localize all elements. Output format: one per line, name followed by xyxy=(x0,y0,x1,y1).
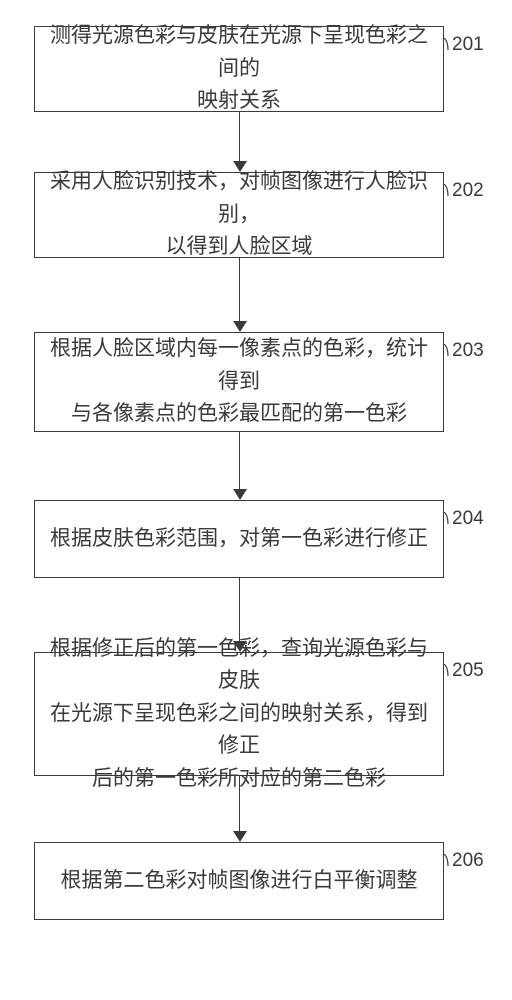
flow-node-3-label-connector xyxy=(444,344,454,358)
flow-arrow-2-3-line xyxy=(239,258,240,321)
flow-arrow-3-4-head xyxy=(233,489,247,500)
flow-node-2-label-connector xyxy=(444,184,454,198)
flow-node-4: 根据皮肤色彩范围，对第一色彩进行修正 xyxy=(34,500,444,578)
flow-node-6: 根据第二色彩对帧图像进行白平衡调整 xyxy=(34,842,444,920)
flow-node-4-label: 204 xyxy=(452,508,484,530)
flow-arrow-3-4-line xyxy=(239,432,240,489)
flow-node-5-text: 根据修正后的第一色彩，查询光源色彩与皮肤 在光源下呈现色彩之间的映射关系，得到修… xyxy=(49,633,429,796)
flow-arrow-1-2-line xyxy=(239,112,240,161)
flow-arrow-5-6-head xyxy=(233,831,247,842)
flow-arrow-5-6-line xyxy=(239,776,240,831)
flowchart-canvas: { "flowchart": { "type": "flowchart", "b… xyxy=(0,0,512,1000)
flow-node-3: 根据人脸区域内每一像素点的色彩，统计得到 与各像素点的色彩最匹配的第一色彩 xyxy=(34,332,444,432)
flow-node-1-label: 201 xyxy=(452,34,484,56)
flow-node-3-text: 根据人脸区域内每一像素点的色彩，统计得到 与各像素点的色彩最匹配的第一色彩 xyxy=(49,333,429,431)
flow-node-4-label-connector xyxy=(444,512,454,526)
flow-node-1-text: 测得光源色彩与皮肤在光源下呈现色彩之间的 映射关系 xyxy=(49,20,429,118)
flow-node-2: 采用人脸识别技术，对帧图像进行人脸识别， 以得到人脸区域 xyxy=(34,172,444,258)
flow-node-6-label-connector xyxy=(444,854,454,868)
flow-node-6-label: 206 xyxy=(452,850,484,872)
flow-node-1: 测得光源色彩与皮肤在光源下呈现色彩之间的 映射关系 xyxy=(34,26,444,112)
flow-node-5-label-connector xyxy=(444,664,454,678)
flow-node-2-text: 采用人脸识别技术，对帧图像进行人脸识别， 以得到人脸区域 xyxy=(49,166,429,264)
flow-node-2-label: 202 xyxy=(452,180,484,202)
flow-arrow-4-5-line xyxy=(239,578,240,641)
flow-node-5: 根据修正后的第一色彩，查询光源色彩与皮肤 在光源下呈现色彩之间的映射关系，得到修… xyxy=(34,652,444,776)
flow-arrow-2-3-head xyxy=(233,321,247,332)
flow-node-6-text: 根据第二色彩对帧图像进行白平衡调整 xyxy=(61,865,418,898)
flow-node-1-label-connector xyxy=(444,38,454,52)
flow-node-3-label: 203 xyxy=(452,340,484,362)
flow-node-5-label: 205 xyxy=(452,660,484,682)
flow-node-4-text: 根据皮肤色彩范围，对第一色彩进行修正 xyxy=(50,523,428,556)
